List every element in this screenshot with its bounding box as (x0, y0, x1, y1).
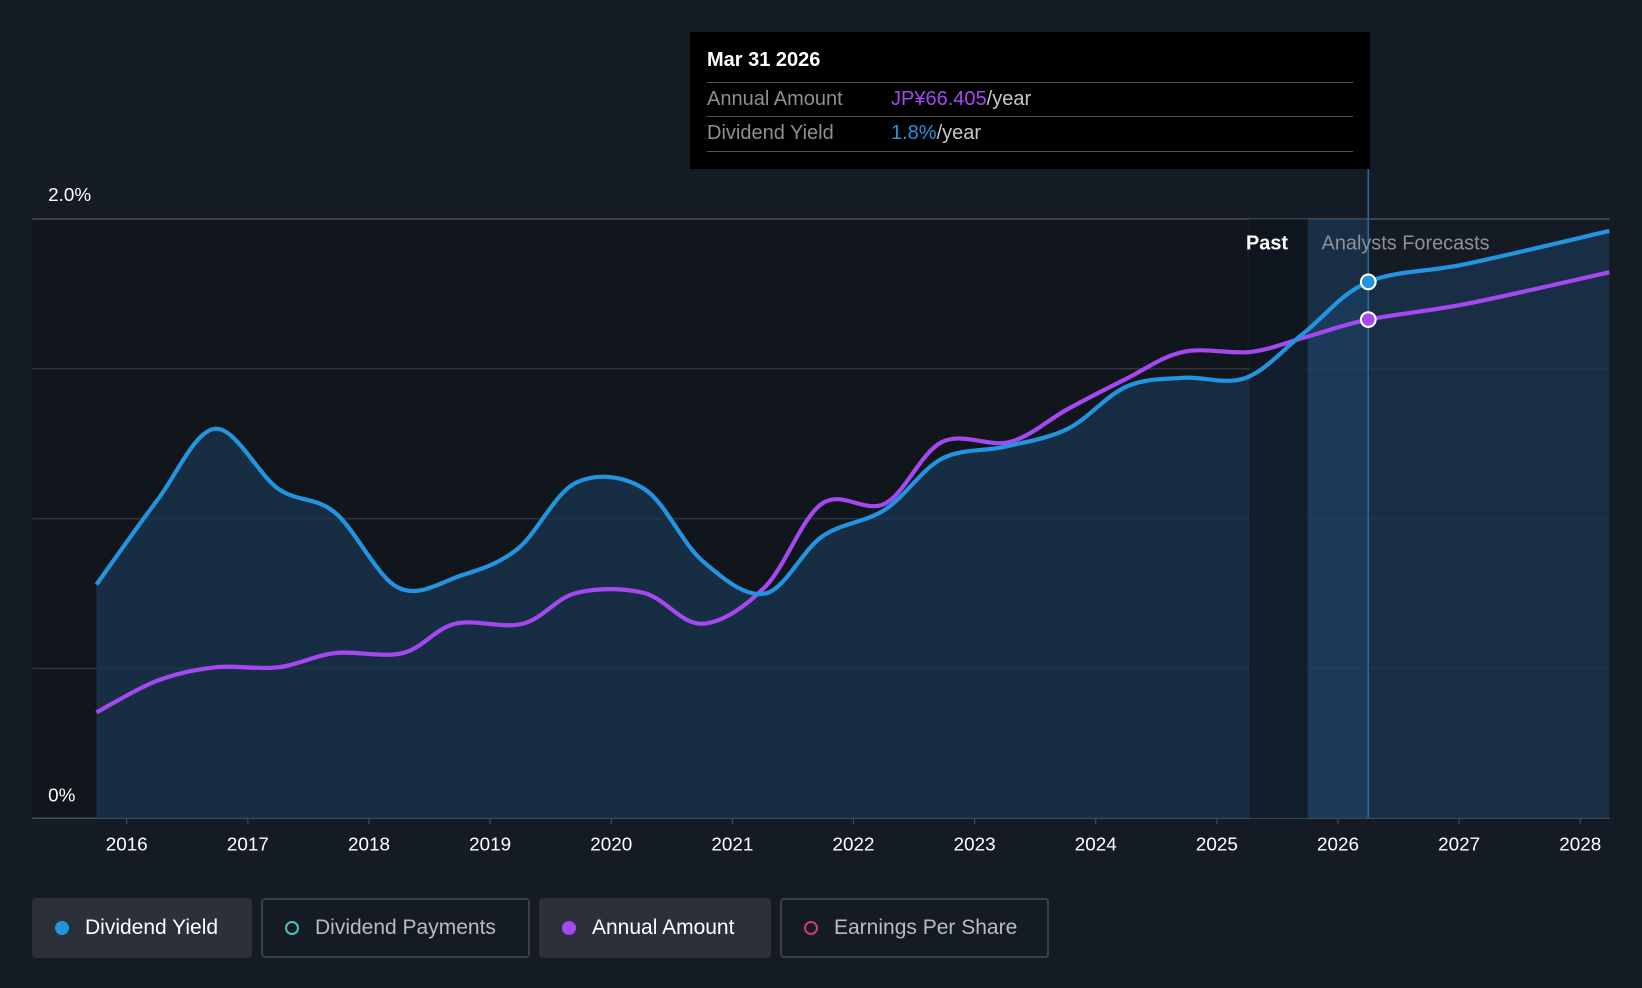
dividend-yield-line (94, 228, 1610, 597)
hollow-dot-icon (285, 921, 299, 935)
legend-label: Dividend Yield (85, 916, 219, 939)
filled-dot-icon (562, 921, 576, 935)
legend-label: Annual Amount (592, 916, 735, 939)
legend-dividend-payments[interactable]: Dividend Payments (261, 898, 530, 958)
x-tick-label: 2022 (833, 834, 875, 855)
tooltip: Mar 31 2026 Annual Amount JP¥66.405/year … (690, 32, 1370, 169)
x-tick-label: 2019 (469, 834, 511, 855)
y-tick-label-top: 2.0% (48, 184, 91, 205)
filled-dot-icon (55, 921, 69, 935)
legend-label: Dividend Payments (315, 916, 496, 939)
x-tick-label: 2026 (1317, 834, 1359, 855)
x-tick-label: 2020 (590, 834, 632, 855)
y-tick-label-bottom: 0% (48, 785, 75, 806)
x-tick-label: 2027 (1438, 834, 1480, 855)
annual-hover-dot (1359, 311, 1377, 328)
past-label: Past (1246, 232, 1288, 254)
yield-hover-dot (1359, 273, 1377, 291)
tooltip-yield-value: 1.8% (891, 122, 937, 144)
tooltip-annual-row: Annual Amount JP¥66.405/year (707, 82, 1353, 117)
annual-amount-line (95, 270, 1610, 715)
past-band (1249, 218, 1308, 819)
tooltip-annual-unit: /year (986, 88, 1032, 110)
legend: Dividend Yield Dividend Payments Annual … (32, 898, 1049, 958)
tooltip-annual-label: Annual Amount (707, 88, 843, 110)
legend-earnings-per-share[interactable]: Earnings Per Share (780, 898, 1049, 958)
forecast-label: Analysts Forecasts (1322, 232, 1490, 254)
forecast-band (1307, 218, 1369, 819)
hollow-dot-icon (804, 921, 818, 935)
tooltip-annual-value: JP¥66.405 (891, 88, 987, 110)
x-tick-label: 2017 (227, 834, 269, 855)
x-tick-label: 2023 (954, 834, 996, 855)
x-tick-label: 2016 (106, 834, 148, 855)
legend-annual-amount[interactable]: Annual Amount (539, 898, 771, 958)
tooltip-yield-row: Dividend Yield 1.8%/year (707, 116, 1353, 152)
tooltip-yield-unit: /year (936, 122, 982, 144)
x-tick-label: 2025 (1196, 834, 1238, 855)
tooltip-yield-label: Dividend Yield (707, 122, 834, 144)
x-tick-label: 2021 (711, 834, 753, 855)
x-tick-label: 2024 (1075, 834, 1117, 855)
legend-dividend-yield[interactable]: Dividend Yield (32, 898, 252, 958)
x-tick-label: 2018 (348, 834, 390, 855)
tooltip-date: Mar 31 2026 (707, 49, 821, 71)
legend-label: Earnings Per Share (834, 916, 1018, 939)
x-tick-label: 2028 (1559, 834, 1601, 855)
